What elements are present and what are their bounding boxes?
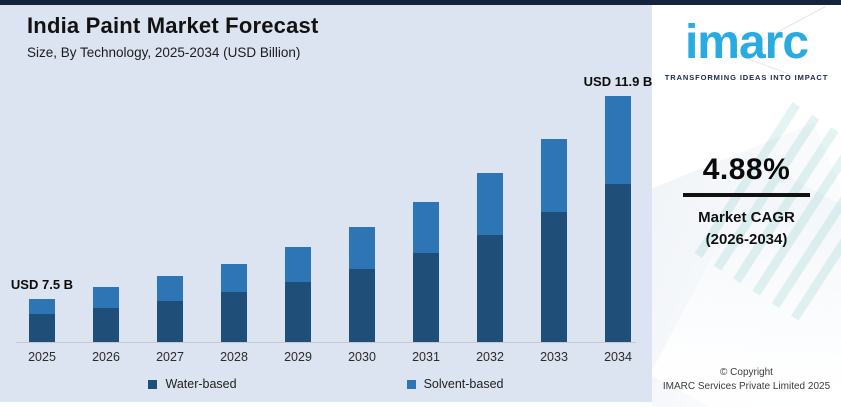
chart-panel: India Paint Market Forecast Size, By Tec… [0,5,652,402]
page-subtitle: Size, By Technology, 2025-2034 (USD Bill… [27,45,301,60]
bar-2025 [29,299,55,342]
x-axis-label-2029: 2029 [284,350,312,364]
x-axis-label-2030: 2030 [348,350,376,364]
cagr-divider [683,193,810,197]
cagr-value: 4.88% [702,153,791,186]
x-axis-label-2027: 2027 [156,350,184,364]
imarc-tagline: TRANSFORMING IDEAS INTO IMPACT [664,73,829,82]
bar-2026-solvent-based-segment [93,287,119,308]
legend-label-solvent-based: Solvent-based [423,377,504,391]
x-axis-label-2033: 2033 [540,350,568,364]
bar-2033-water-based-segment [541,212,567,342]
cagr-period: (2026-2034) [705,230,788,248]
bar-2032-solvent-based-segment [477,173,503,235]
top-border [0,0,841,5]
chart-legend: Water-based Solvent-based [0,377,652,391]
bar-2031-solvent-based-segment [413,202,439,253]
bar-2028-solvent-based-segment [221,264,247,292]
cagr-callout: 4.88% Market CAGR (2026-2034) [652,153,841,251]
bar-2033-solvent-based-segment [541,139,567,212]
bar-2034-solvent-based-segment [605,96,631,184]
copyright: © Copyright IMARC Services Private Limit… [652,366,841,394]
bar-2030-water-based-segment [349,269,375,342]
bar-2027 [157,276,183,342]
bar-2028-water-based-segment [221,292,247,342]
bar-2032-water-based-segment [477,235,503,342]
bar-2025-water-based-segment [29,314,55,342]
bar-2034-water-based-segment [605,184,631,342]
x-axis-label-2034: 2034 [604,350,632,364]
copyright-line1: © Copyright [720,367,773,378]
bar-2029-water-based-segment [285,282,311,342]
x-axis-label-2028: 2028 [220,350,248,364]
x-axis-label-2031: 2031 [412,350,440,364]
data-label-2034: USD 11.9 B [583,74,653,89]
bar-2031-water-based-segment [413,253,439,342]
solvent-based-swatch-icon [406,379,416,389]
bar-chart: 2025 USD 7.5 B 2026 2027 2028 2029 2030 2031 203… [0,5,652,402]
bar-2027-water-based-segment [157,301,183,342]
legend-item-water-based: Water-based [148,377,237,391]
imarc-logo-text: imarc [684,16,809,69]
x-axis-label-2026: 2026 [92,350,120,364]
bar-2025-solvent-based-segment [29,299,55,314]
bar-2034 [605,96,631,342]
bar-2028 [221,264,247,342]
x-axis-label-2032: 2032 [476,350,504,364]
page-title: India Paint Market Forecast [27,13,319,38]
legend-item-solvent-based: Solvent-based [406,377,504,391]
bar-2029-solvent-based-segment [285,247,311,282]
bar-2026 [93,287,119,342]
data-label-2025: USD 7.5 B [10,277,74,292]
imarc-logo: imarc TRANSFORMING IDEAS INTO IMPACT [652,13,841,82]
x-axis-label-2025: 2025 [28,350,56,364]
bar-2030 [349,227,375,342]
cagr-label: Market CAGR [698,209,795,226]
bar-2033 [541,139,567,342]
bar-2032 [477,173,503,342]
copyright-line2: IMARC Services Private Limited 2025 [662,381,831,392]
bar-2027-solvent-based-segment [157,276,183,301]
x-axis-line [16,342,636,343]
bar-2026-water-based-segment [93,308,119,342]
legend-label-water-based: Water-based [165,377,237,391]
water-based-swatch-icon [148,379,158,389]
bar-2031 [413,202,439,342]
bar-2030-solvent-based-segment [349,227,375,269]
bar-2029 [285,247,311,342]
brand-sidebar: imarc TRANSFORMING IDEAS INTO IMPACT 4.8… [652,5,841,407]
